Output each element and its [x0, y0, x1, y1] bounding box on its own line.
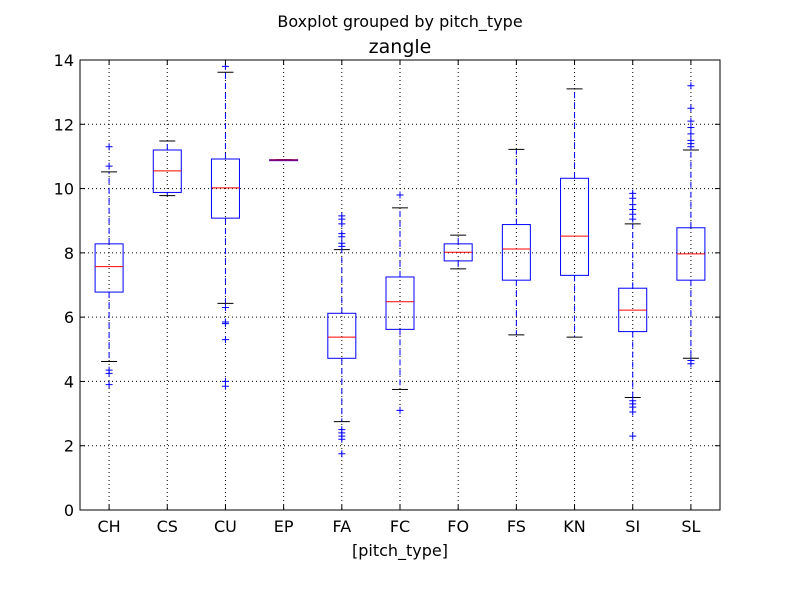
iqr-box — [501, 224, 531, 281]
x-tick-label: CU — [214, 517, 237, 536]
flier-point — [338, 230, 346, 238]
flier-point — [221, 336, 229, 344]
x-tick-label: EP — [274, 517, 294, 536]
chart-suptitle: Boxplot grouped by pitch_type — [277, 12, 522, 32]
box-group-fs — [501, 148, 531, 336]
flier-point — [338, 239, 346, 247]
flier-point — [687, 357, 695, 365]
flier-point — [221, 318, 229, 326]
box-group-ch — [94, 143, 124, 389]
flier-point — [687, 124, 695, 131]
x-tick-label: FC — [390, 517, 410, 536]
flier-point — [629, 189, 637, 197]
y-tick-label: 0 — [64, 501, 74, 520]
box-group-kn — [560, 88, 590, 338]
x-tick-label: SI — [625, 517, 640, 536]
flier-point — [629, 432, 637, 440]
iqr-box — [385, 276, 415, 330]
flier-point — [687, 117, 695, 125]
y-tick-label: 10 — [54, 180, 74, 199]
iqr-box — [327, 312, 357, 359]
y-tick-label: 2 — [64, 437, 74, 456]
x-tick-label: CS — [157, 517, 178, 536]
flier-point — [221, 377, 229, 385]
x-tick-label: CH — [97, 517, 120, 536]
x-tick-label: FS — [507, 517, 526, 536]
flier-point — [629, 397, 637, 405]
iqr-box — [560, 177, 590, 276]
flier-point — [687, 104, 695, 112]
chart-title: zangle — [369, 36, 432, 58]
flier-point — [105, 366, 113, 374]
x-tick-label: SL — [681, 517, 700, 536]
x-axis-label: [pitch_type] — [352, 541, 448, 561]
box-group-sl — [676, 82, 706, 368]
flier-point — [396, 406, 404, 414]
box-group-cu — [210, 62, 240, 390]
flier-point — [629, 201, 637, 209]
flier-point — [396, 191, 404, 199]
grid-lines — [80, 60, 720, 510]
x-tick-label: FO — [447, 517, 469, 536]
flier-point — [338, 212, 346, 220]
flier-point — [105, 381, 113, 389]
box-group-si — [618, 189, 648, 440]
iqr-box — [210, 158, 240, 219]
box-series — [94, 62, 706, 458]
y-tick-label: 6 — [64, 308, 74, 327]
flier-point — [687, 82, 695, 90]
axis-ticks: 0 2 4 6 8 10 12 14 CH CS CU EP FA FC FO FS KN SI SL — [54, 51, 720, 536]
box-group-fc — [385, 191, 415, 414]
y-tick-label: 4 — [64, 372, 74, 391]
box-group-fa — [327, 212, 357, 458]
flier-point — [105, 143, 113, 151]
x-tick-label: FA — [332, 517, 351, 536]
flier-point — [221, 304, 229, 311]
y-tick-label: 12 — [54, 115, 74, 134]
flier-point — [338, 426, 346, 434]
y-tick-label: 14 — [54, 51, 74, 70]
box-group-ep — [269, 159, 299, 162]
x-tick-label: KN — [563, 517, 585, 536]
flier-point — [105, 162, 113, 170]
flier-point — [687, 130, 695, 138]
flier-point — [338, 450, 346, 458]
flier-point — [687, 136, 695, 144]
iqr-box — [94, 243, 124, 293]
box-group-cs — [152, 140, 182, 197]
box-group-fo — [443, 234, 473, 270]
y-tick-label: 8 — [64, 244, 74, 263]
